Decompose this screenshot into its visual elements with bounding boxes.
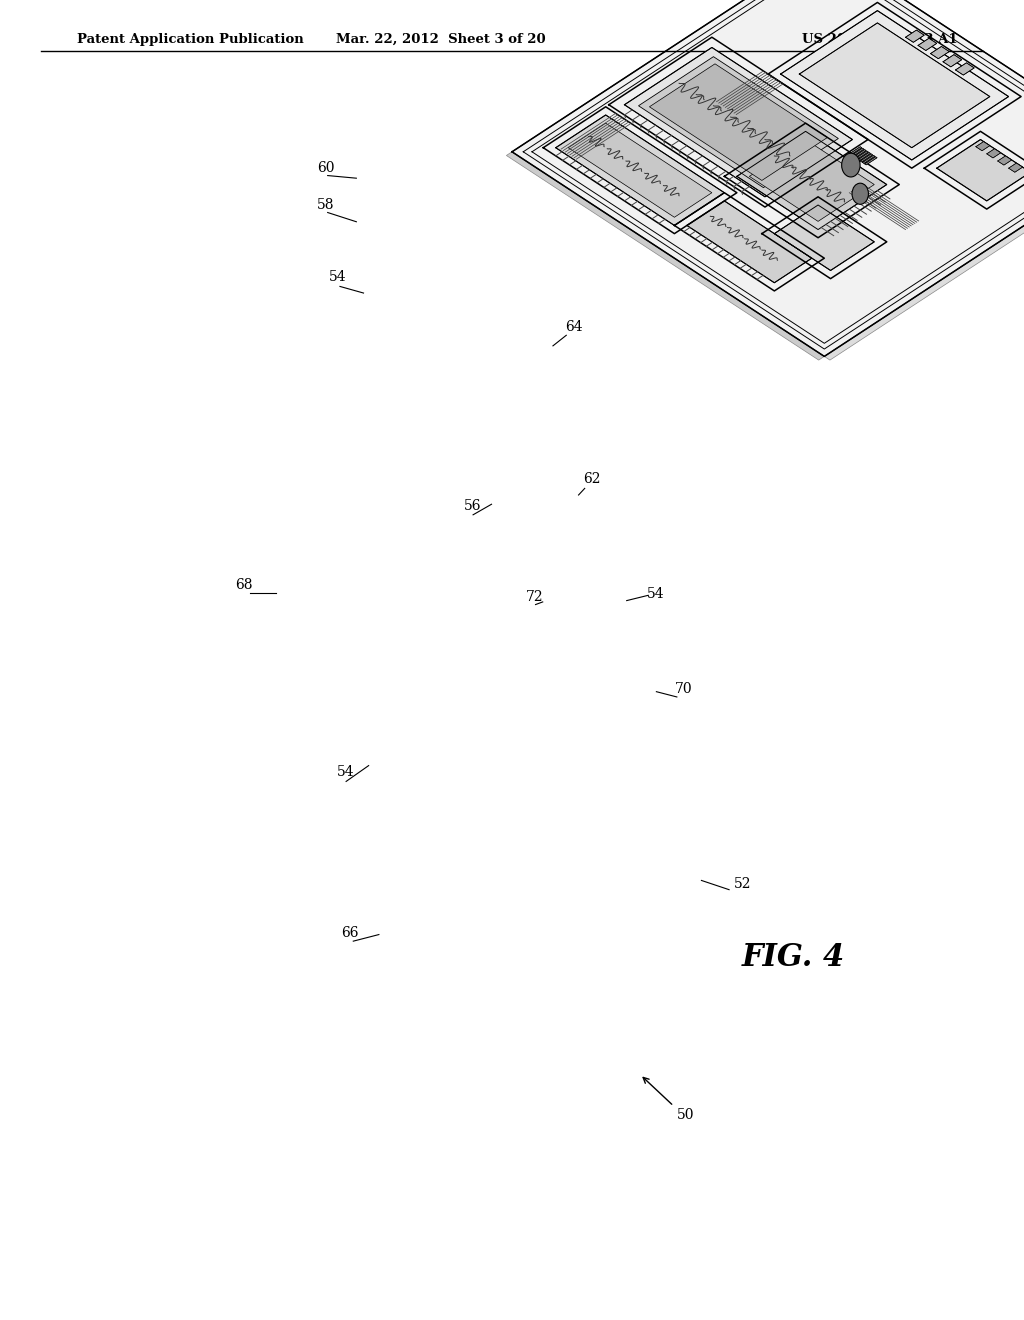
Polygon shape xyxy=(737,131,887,230)
Text: 72: 72 xyxy=(525,590,544,603)
Text: 68: 68 xyxy=(234,578,253,591)
Polygon shape xyxy=(931,46,949,58)
Polygon shape xyxy=(687,201,812,282)
Polygon shape xyxy=(997,156,1012,165)
Polygon shape xyxy=(919,38,937,50)
Polygon shape xyxy=(852,148,864,156)
Polygon shape xyxy=(862,156,874,164)
Polygon shape xyxy=(750,140,874,222)
Text: 56: 56 xyxy=(464,499,482,512)
Text: FIG. 4: FIG. 4 xyxy=(742,941,845,973)
Text: Mar. 22, 2012  Sheet 3 of 20: Mar. 22, 2012 Sheet 3 of 20 xyxy=(336,33,545,46)
Polygon shape xyxy=(800,22,990,148)
Text: 70: 70 xyxy=(675,682,693,696)
Text: 54: 54 xyxy=(329,271,347,284)
Text: 66: 66 xyxy=(341,927,359,940)
Text: 62: 62 xyxy=(583,473,601,486)
Polygon shape xyxy=(976,141,990,150)
Polygon shape xyxy=(625,48,852,197)
Polygon shape xyxy=(556,115,724,226)
Polygon shape xyxy=(512,0,1024,356)
Polygon shape xyxy=(780,11,1009,160)
Polygon shape xyxy=(854,149,866,157)
Polygon shape xyxy=(856,150,868,160)
Polygon shape xyxy=(507,152,824,360)
Polygon shape xyxy=(860,154,872,162)
Polygon shape xyxy=(864,157,878,165)
Text: 60: 60 xyxy=(316,161,335,174)
Polygon shape xyxy=(987,149,1000,158)
Polygon shape xyxy=(955,63,974,75)
Polygon shape xyxy=(639,57,839,187)
Text: Patent Application Publication: Patent Application Publication xyxy=(77,33,303,46)
Text: 58: 58 xyxy=(316,198,335,211)
Circle shape xyxy=(842,153,860,177)
Polygon shape xyxy=(649,63,827,181)
Text: 52: 52 xyxy=(733,878,752,891)
Polygon shape xyxy=(937,140,1024,201)
Polygon shape xyxy=(943,54,962,67)
Polygon shape xyxy=(824,152,1024,360)
Polygon shape xyxy=(1009,164,1023,172)
Text: 64: 64 xyxy=(564,321,583,334)
Text: 54: 54 xyxy=(646,587,665,601)
Text: US 2012/0068313 A1: US 2012/0068313 A1 xyxy=(802,33,957,46)
Polygon shape xyxy=(905,30,925,42)
Polygon shape xyxy=(849,147,862,154)
Polygon shape xyxy=(774,205,874,271)
Text: 54: 54 xyxy=(337,766,355,779)
Text: 50: 50 xyxy=(677,1109,695,1122)
Polygon shape xyxy=(568,123,712,218)
Polygon shape xyxy=(858,152,870,161)
Circle shape xyxy=(852,183,868,205)
